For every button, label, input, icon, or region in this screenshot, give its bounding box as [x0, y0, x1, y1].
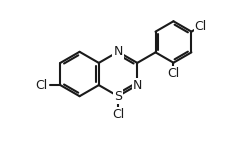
Text: Cl: Cl — [35, 79, 47, 92]
Text: Cl: Cl — [112, 108, 124, 121]
Text: Cl: Cl — [195, 20, 207, 33]
Text: N: N — [133, 79, 142, 92]
Text: Cl: Cl — [167, 67, 180, 80]
Text: S: S — [114, 90, 122, 103]
Text: N: N — [113, 45, 123, 58]
